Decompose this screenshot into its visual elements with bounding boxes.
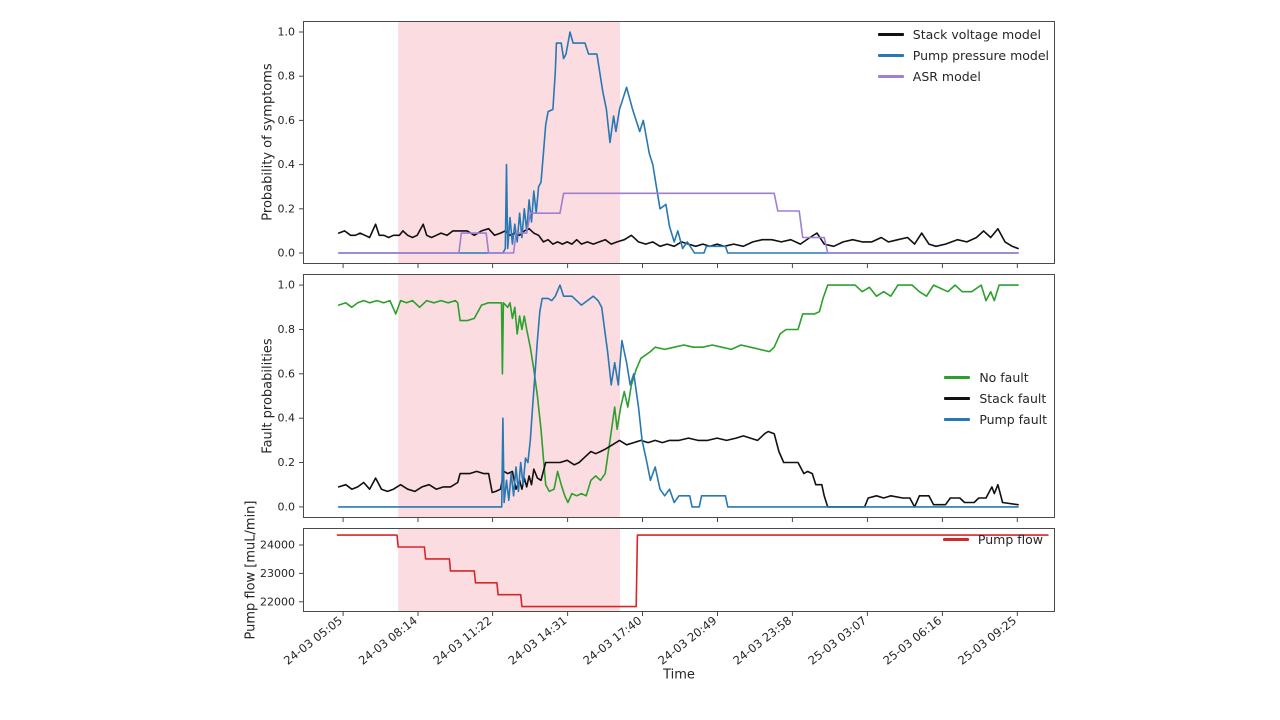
y-tick-label: 0.6 — [278, 367, 296, 380]
x-tick-label: 24-03 05:05 — [281, 613, 345, 667]
flow-y-axis-label: Pump flow [muL/min] — [243, 500, 259, 640]
series-no-fault — [337, 284, 1019, 504]
y-tick-label: 0.8 — [278, 70, 296, 83]
legend-item-pump-fault: Pump fault — [944, 412, 1047, 427]
symptoms-plot: 0.0 0.2 0.4 0.6 0.8 1.0 Stack voltage model Pu… — [278, 21, 1055, 268]
legend-item-pump-pressure-model: Pump pressure model — [877, 48, 1049, 63]
x-tick-label: 24-03 20:49 — [655, 613, 719, 667]
legend-item-stack-fault: Stack fault — [944, 391, 1047, 406]
fault-highlight-band — [398, 274, 620, 518]
y-tick-label: 0.0 — [278, 247, 296, 260]
y-tick-label: 22000 — [260, 595, 295, 608]
x-tick-label: 25-03 03:07 — [805, 613, 869, 667]
legend-label-asr-model: ASR model — [912, 69, 981, 84]
x-tick-label: 24-03 14:31 — [505, 613, 569, 667]
legend-swatch-pump-flow — [942, 538, 969, 541]
y-tick-label: 0.4 — [278, 412, 296, 425]
symptoms-canvas: 0.0 0.2 0.4 0.6 0.8 1.0 — [278, 21, 1055, 268]
series-asr-model — [337, 192, 1019, 254]
y-tick-label: 24000 — [260, 539, 295, 552]
y-tick-label: 0.6 — [278, 114, 296, 127]
x-tick-label: 24-03 11:22 — [430, 613, 494, 667]
faults-canvas: 0.0 0.2 0.4 0.6 0.8 1.0 — [278, 274, 1055, 522]
legend-label-no-fault: No fault — [979, 370, 1029, 385]
y-tick-label: 0.2 — [278, 202, 296, 215]
legend-swatch-asr-model — [877, 75, 904, 78]
legend-item-asr-model: ASR model — [877, 69, 1049, 84]
series-stack-voltage-model — [337, 223, 1019, 250]
legend-item-pump-flow: Pump flow — [942, 532, 1043, 547]
legend-swatch-stack-fault — [944, 397, 971, 400]
x-tick-label: 24-03 17:40 — [580, 613, 644, 667]
y-tick-label: 1.0 — [278, 279, 296, 292]
faults-plot: 0.0 0.2 0.4 0.6 0.8 1.0 No fault Stack fault Pu… — [278, 274, 1055, 522]
symptoms-y-axis-label: Probability of symptoms — [260, 63, 276, 221]
y-tick-label: 0.4 — [278, 158, 296, 171]
flow-plot: 24-03 05:05 24-03 08:14 24-03 11:22 24-03 1… — [260, 528, 1055, 668]
x-tick-label: 25-03 09:25 — [955, 613, 1019, 667]
legend-item-no-fault: No fault — [944, 370, 1047, 385]
legend-label-pump-pressure-model: Pump pressure model — [912, 48, 1049, 63]
flow-legend: Pump flow — [942, 532, 1043, 547]
legend-swatch-pump-fault — [944, 418, 971, 421]
faults-y-axis-label: Fault probabilities — [260, 338, 276, 454]
fault-highlight-band — [398, 528, 620, 612]
y-tick-label: 0.8 — [278, 323, 296, 336]
symptoms-legend: Stack voltage model Pump pressure model AS… — [877, 27, 1049, 84]
y-tick-label: 0.2 — [278, 456, 296, 469]
legend-label-stack-fault: Stack fault — [979, 391, 1047, 406]
y-tick-label: 0.0 — [278, 500, 296, 513]
axes-frame — [303, 21, 1055, 264]
series-pump-flow — [336, 534, 1049, 608]
legend-label-stack-voltage-model: Stack voltage model — [912, 27, 1041, 42]
x-tick-label: 24-03 08:14 — [356, 613, 420, 667]
axes-frame — [303, 528, 1055, 612]
series-pump-fault — [337, 284, 1019, 508]
legend-swatch-no-fault — [944, 376, 971, 379]
legend-swatch-stack-voltage-model — [877, 33, 904, 36]
axes-frame — [303, 274, 1055, 518]
legend-label-pump-fault: Pump fault — [979, 412, 1047, 427]
x-tick-label: 24-03 23:58 — [730, 613, 794, 667]
legend-label-pump-flow: Pump flow — [977, 532, 1043, 547]
y-tick-label: 23000 — [260, 567, 295, 580]
faults-legend: No fault Stack fault Pump fault — [944, 370, 1047, 427]
time-axis-label: Time — [663, 667, 695, 683]
series-pump-pressure-model — [337, 31, 1019, 254]
y-tick-label: 1.0 — [278, 26, 296, 39]
x-tick-label: 25-03 06:16 — [880, 613, 944, 667]
series-stack-fault — [337, 430, 1019, 508]
legend-item-stack-voltage-model: Stack voltage model — [877, 27, 1049, 42]
legend-swatch-pump-pressure-model — [877, 54, 904, 57]
